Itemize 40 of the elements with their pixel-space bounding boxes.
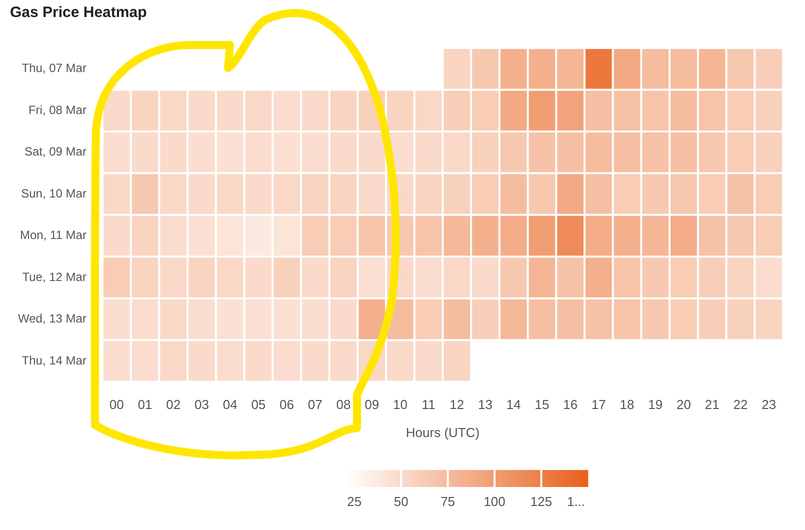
color-bar-label: 50 [394,494,408,510]
x-tick-label: 07 [308,397,322,412]
color-bar-label: 25 [347,494,362,510]
x-tick-label: 10 [392,397,408,412]
x-tick-label: 05 [251,397,266,412]
x-tick-label: 04 [222,397,238,412]
x-tick-label: 08 [336,397,351,412]
x-axis-title: Hours (UTC) [406,424,480,440]
x-tick-label: 12 [450,397,464,412]
x-tick-label: 09 [364,397,380,412]
x-tick-label: 01 [138,397,152,412]
x-tick-label: 02 [166,397,181,412]
x-tick-label: 03 [194,397,209,412]
x-tick-label: 19 [648,397,663,412]
x-tick-label: 13 [478,397,493,412]
y-tick-label: Fri, 08 Mar [28,102,86,117]
y-tick-label: Mon, 11 Mar [20,228,86,242]
color-bar-label: 125 [530,494,552,510]
x-tick-label: 23 [762,397,776,412]
x-tick-label: 18 [620,397,634,412]
color-bar-label: 75 [440,494,456,510]
x-tick-label: 15 [534,397,550,412]
color-bar-label: 100 [484,494,506,510]
y-tick-label: Thu, 07 Mar [22,61,86,76]
y-tick-label: Sat, 09 Mar [24,144,86,159]
x-tick-label: 14 [506,397,521,412]
y-tick-label: Thu, 14 Mar [22,353,86,368]
y-tick-label: Tue, 12 Mar [22,270,86,284]
x-tick-label: 17 [591,397,606,412]
x-tick-label: 21 [704,397,720,412]
x-tick-label: 11 [422,397,436,412]
x-tick-label: 00 [109,397,124,412]
x-tick-label: 20 [676,397,691,412]
y-tick-label: Wed, 13 Mar [18,312,86,326]
x-tick-label: 06 [280,397,294,412]
x-tick-label: 16 [563,397,578,412]
chart-title: Gas Price Heatmap [10,4,147,22]
color-bar-label: 1... [566,494,586,510]
x-tick-label: 22 [733,397,748,412]
y-tick-label: Sun, 10 Mar [21,186,86,200]
